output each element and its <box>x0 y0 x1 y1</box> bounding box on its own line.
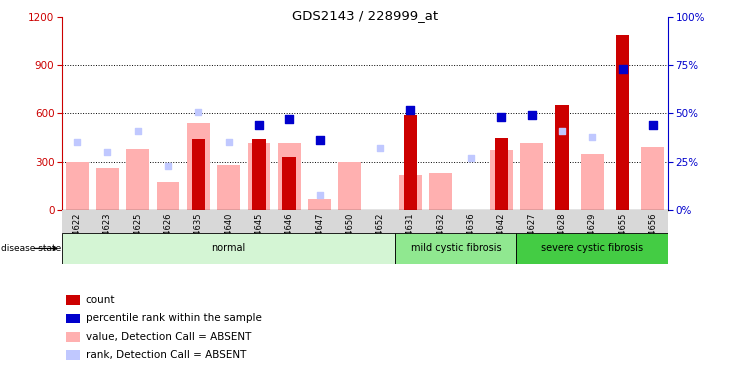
Bar <box>490 150 512 210</box>
Bar <box>283 157 296 210</box>
Bar <box>191 139 205 210</box>
Text: disease state: disease state <box>1 244 61 253</box>
Text: GSM44647: GSM44647 <box>315 213 324 258</box>
Point <box>283 116 295 122</box>
Text: mild cystic fibrosis: mild cystic fibrosis <box>410 243 502 254</box>
Point <box>586 134 598 140</box>
Text: GSM44645: GSM44645 <box>255 213 264 258</box>
Point <box>101 149 113 155</box>
Text: GDS2143 / 228999_at: GDS2143 / 228999_at <box>292 9 438 22</box>
Bar <box>157 182 180 210</box>
Bar <box>62 232 396 264</box>
Text: normal: normal <box>212 243 246 254</box>
Bar <box>66 332 80 342</box>
Point <box>72 140 83 146</box>
Text: GSM44632: GSM44632 <box>437 213 445 258</box>
Bar <box>399 175 422 210</box>
Bar <box>494 138 508 210</box>
Text: GSM44625: GSM44625 <box>134 213 142 258</box>
Point <box>253 122 265 128</box>
Bar <box>126 149 149 210</box>
Point <box>526 112 537 118</box>
Bar <box>66 162 88 210</box>
Text: GSM44626: GSM44626 <box>164 213 172 258</box>
Text: GSM44642: GSM44642 <box>497 213 506 258</box>
Bar <box>396 232 517 264</box>
Text: value, Detection Call = ABSENT: value, Detection Call = ABSENT <box>85 332 251 342</box>
Text: rank, Detection Call = ABSENT: rank, Detection Call = ABSENT <box>85 350 246 360</box>
Bar <box>642 147 664 210</box>
Bar <box>252 139 266 210</box>
Bar <box>615 34 629 210</box>
Point <box>647 122 658 128</box>
Point <box>617 66 629 72</box>
Text: GSM44623: GSM44623 <box>103 213 112 258</box>
Text: GSM44635: GSM44635 <box>194 213 203 258</box>
Bar <box>66 350 80 360</box>
Text: GSM44655: GSM44655 <box>618 213 627 258</box>
Text: GSM44631: GSM44631 <box>406 213 415 258</box>
Point <box>193 108 204 114</box>
Point <box>556 128 568 134</box>
Text: GSM44656: GSM44656 <box>648 213 657 258</box>
Bar <box>555 105 569 210</box>
Point <box>465 155 477 161</box>
Bar <box>429 173 452 210</box>
Text: GSM44628: GSM44628 <box>558 213 566 258</box>
Bar <box>278 143 301 210</box>
Point <box>496 114 507 120</box>
Text: GSM44640: GSM44640 <box>224 213 233 258</box>
Text: GSM44622: GSM44622 <box>73 213 82 258</box>
Text: GSM44629: GSM44629 <box>588 213 596 258</box>
Bar <box>187 123 210 210</box>
Text: GSM44652: GSM44652 <box>376 213 385 258</box>
Point <box>132 128 144 134</box>
Bar <box>581 154 604 210</box>
Bar <box>218 165 240 210</box>
Point <box>404 106 416 112</box>
Text: percentile rank within the sample: percentile rank within the sample <box>85 314 261 324</box>
Text: GSM44646: GSM44646 <box>285 213 293 258</box>
Bar <box>517 232 668 264</box>
Point <box>162 163 174 169</box>
Point <box>374 145 386 151</box>
Point <box>314 138 326 144</box>
Text: count: count <box>85 295 115 305</box>
Point <box>314 192 326 198</box>
Bar <box>66 296 80 305</box>
Bar <box>247 143 270 210</box>
Bar <box>520 143 543 210</box>
Text: GSM44627: GSM44627 <box>527 213 536 258</box>
Bar <box>339 162 361 210</box>
Point <box>223 140 234 146</box>
Text: GSM44636: GSM44636 <box>466 213 475 258</box>
Bar <box>308 199 331 210</box>
Bar <box>404 115 418 210</box>
Text: GSM44650: GSM44650 <box>345 213 354 258</box>
Bar <box>96 168 119 210</box>
Text: severe cystic fibrosis: severe cystic fibrosis <box>541 243 643 254</box>
Bar <box>66 314 80 323</box>
